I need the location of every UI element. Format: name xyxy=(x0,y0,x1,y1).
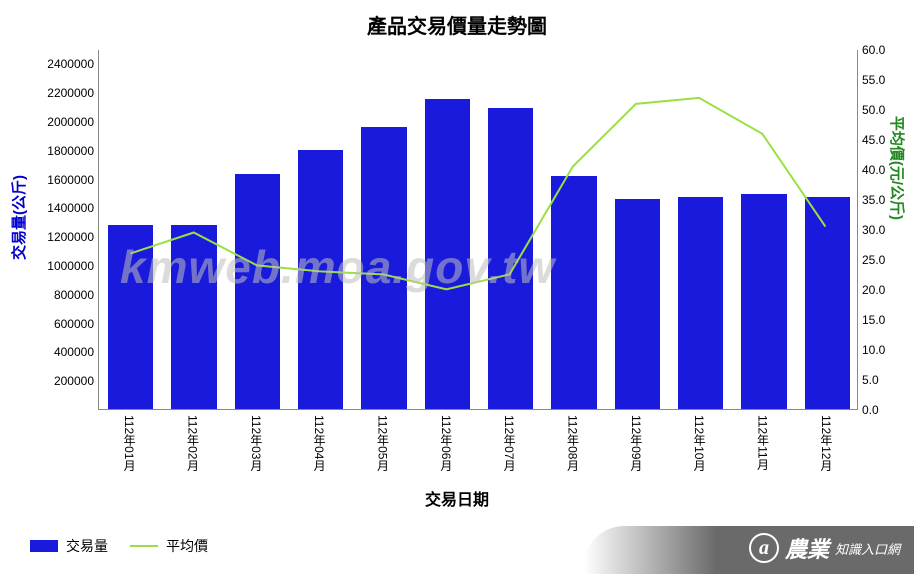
footer-main-text: 農業 xyxy=(785,532,829,564)
y2-tick: 55.0 xyxy=(862,73,902,87)
x-tick: 112年03月 xyxy=(248,415,265,471)
y2-tick: 45.0 xyxy=(862,133,902,147)
footer-logo-icon: a xyxy=(749,533,779,563)
y1-tick: 1600000 xyxy=(34,173,94,187)
x-tick: 112年09月 xyxy=(628,415,645,471)
y1-tick: 2000000 xyxy=(34,115,94,129)
bar xyxy=(488,108,534,409)
x-tick: 112年05月 xyxy=(375,415,392,471)
x-tick: 112年12月 xyxy=(818,415,835,471)
y1-axis-label: 交易量(公斤) xyxy=(8,175,29,260)
y1-tick: 200000 xyxy=(34,374,94,388)
y2-tick: 15.0 xyxy=(862,313,902,327)
bar xyxy=(235,174,281,409)
y2-tick: 5.0 xyxy=(862,373,902,387)
y2-tick: 30.0 xyxy=(862,223,902,237)
bar xyxy=(678,197,724,409)
x-tick: 112年10月 xyxy=(691,415,708,471)
y1-tick: 1200000 xyxy=(34,230,94,244)
legend-swatch-bar xyxy=(30,540,58,552)
y2-tick: 35.0 xyxy=(862,193,902,207)
x-tick: 112年04月 xyxy=(311,415,328,471)
y1-tick: 400000 xyxy=(34,345,94,359)
x-tick: 112年02月 xyxy=(185,415,202,471)
footer-badge: a 農業 知識入口網 xyxy=(749,532,900,564)
y1-tick: 2400000 xyxy=(34,57,94,71)
y2-tick: 10.0 xyxy=(862,343,902,357)
legend: 交易量 平均價 xyxy=(30,536,222,556)
y2-tick: 20.0 xyxy=(862,283,902,297)
y2-tick: 40.0 xyxy=(862,163,902,177)
bar xyxy=(615,199,661,409)
chart-title: 產品交易價量走勢圖 xyxy=(0,0,914,39)
y1-tick: 800000 xyxy=(34,288,94,302)
bar xyxy=(551,176,597,409)
bar xyxy=(108,225,154,409)
legend-label: 平均價 xyxy=(166,536,208,556)
y1-tick: 1400000 xyxy=(34,201,94,215)
y2-tick: 0.0 xyxy=(862,403,902,417)
y2-tick: 60.0 xyxy=(862,43,902,57)
bar xyxy=(171,225,217,409)
x-tick: 112年07月 xyxy=(501,415,518,471)
x-tick: 112年06月 xyxy=(438,415,455,471)
y1-tick: 2200000 xyxy=(34,86,94,100)
bar xyxy=(298,150,344,409)
y2-tick: 50.0 xyxy=(862,103,902,117)
legend-swatch-line xyxy=(130,545,158,547)
bar xyxy=(425,99,471,409)
y1-tick: 1000000 xyxy=(34,259,94,273)
x-tick: 112年11月 xyxy=(755,415,772,471)
y2-tick: 25.0 xyxy=(862,253,902,267)
x-tick: 112年01月 xyxy=(121,415,138,471)
footer-sub-text: 知識入口網 xyxy=(835,539,900,558)
y1-tick: 1800000 xyxy=(34,144,94,158)
bar xyxy=(741,194,787,409)
legend-label: 交易量 xyxy=(66,536,108,556)
x-tick: 112年08月 xyxy=(565,415,582,471)
x-axis-label: 交易日期 xyxy=(0,486,914,510)
bar xyxy=(361,127,407,409)
bar xyxy=(805,197,851,409)
chart-area: 交易量(公斤) 平均價(元/公斤) kmweb.moa.gov.tw 20000… xyxy=(0,40,914,510)
plot-region xyxy=(98,50,858,410)
y1-tick: 600000 xyxy=(34,317,94,331)
